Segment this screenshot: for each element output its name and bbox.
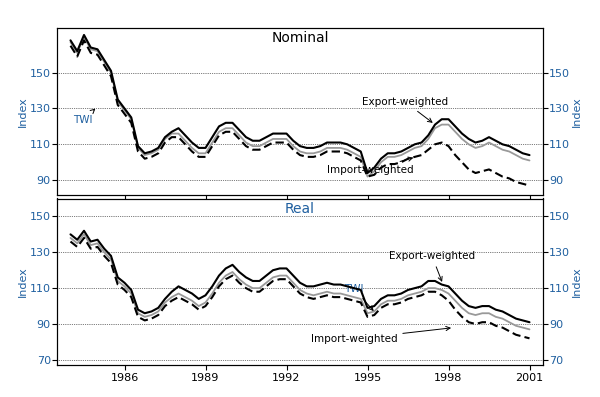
Text: Export-weighted: Export-weighted (389, 251, 475, 281)
Text: Export-weighted: Export-weighted (362, 97, 448, 122)
Text: TWI: TWI (344, 284, 373, 310)
Text: Real: Real (285, 202, 315, 216)
Y-axis label: Index: Index (19, 96, 28, 127)
Text: TWI: TWI (73, 109, 95, 125)
Text: Import-weighted: Import-weighted (311, 326, 450, 344)
Y-axis label: Index: Index (572, 266, 581, 297)
Text: Nominal: Nominal (271, 31, 329, 45)
Y-axis label: Index: Index (572, 96, 581, 127)
Text: Import-weighted: Import-weighted (327, 157, 413, 175)
Y-axis label: Index: Index (19, 266, 28, 297)
